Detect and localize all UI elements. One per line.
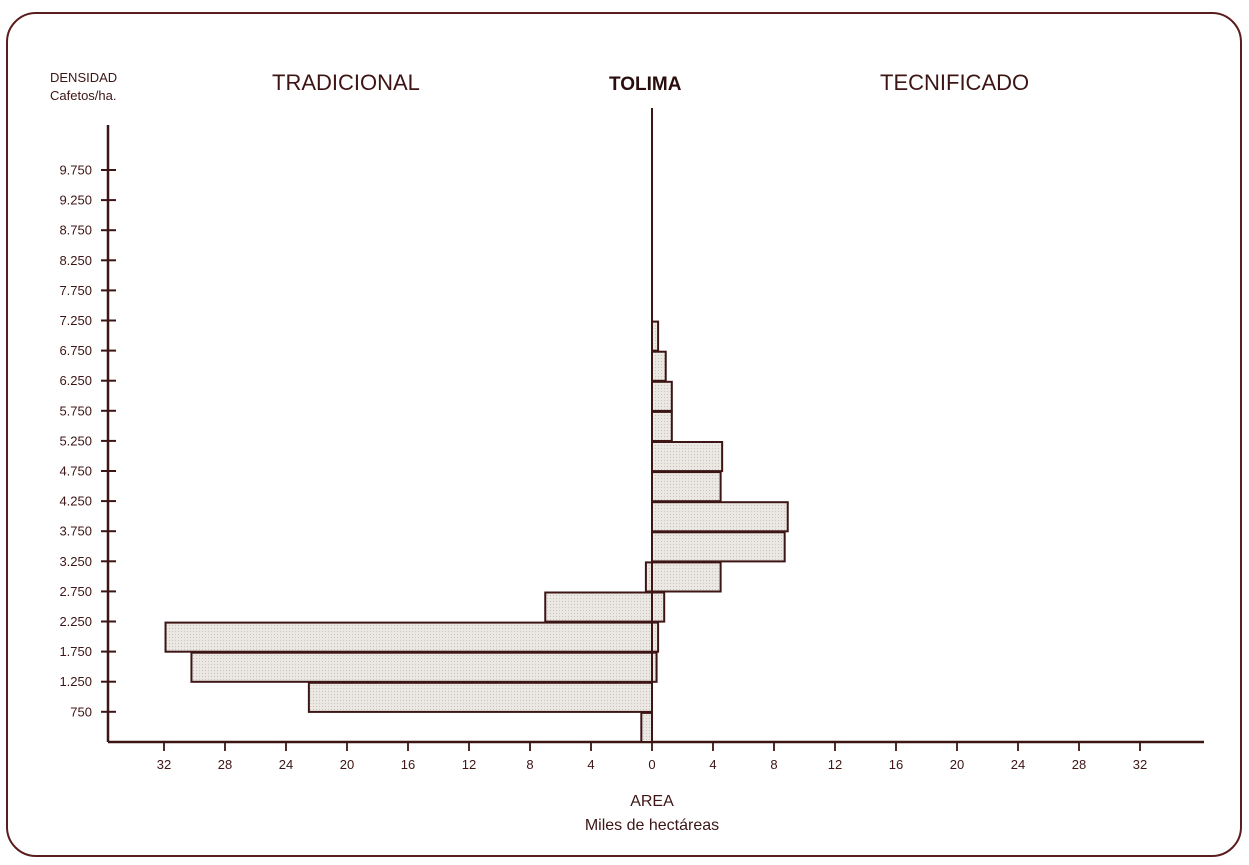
bar-tecnificado <box>651 380 673 412</box>
x-tick-label: 28 <box>1072 757 1086 772</box>
bar-tradicional <box>307 681 653 713</box>
x-tick-label: 8 <box>770 757 777 772</box>
x-tick-label: 12 <box>462 757 476 772</box>
y-tick-label: 1.750 <box>59 644 92 659</box>
y-tick-label: 2.250 <box>59 614 92 629</box>
bar-tradicional <box>544 591 653 623</box>
x-axis-label-line1: AREA <box>630 793 674 810</box>
y-tick-label: 9.250 <box>59 193 92 208</box>
bar-tecnificado <box>651 471 722 503</box>
y-tick-label: 3.750 <box>59 524 92 539</box>
left-heading: TRADICIONAL <box>272 70 420 95</box>
x-tick-label: 20 <box>340 757 354 772</box>
bar-tecnificado <box>651 350 667 382</box>
bar-tecnificado <box>651 591 666 623</box>
y-tick-label: 7.750 <box>59 283 92 298</box>
y-tick-label: 4.750 <box>59 464 92 479</box>
y-axis-label-line2: Cafetos/ha. <box>50 88 117 103</box>
y-tick-label: 750 <box>70 704 92 719</box>
y-tick-label: 8.750 <box>59 223 92 238</box>
bar-tecnificado <box>651 651 658 683</box>
x-tick-label: 16 <box>889 757 903 772</box>
y-axis-label-line1: DENSIDAD <box>50 70 117 85</box>
x-tick-label: 24 <box>1011 757 1025 772</box>
y-tick-label: 1.250 <box>59 674 92 689</box>
y-tick-label: 6.750 <box>59 343 92 358</box>
y-tick-label: 5.750 <box>59 403 92 418</box>
right-heading: TECNIFICADO <box>880 70 1029 95</box>
x-tick-label: 4 <box>709 757 716 772</box>
x-tick-label: 24 <box>279 757 293 772</box>
y-tick-label: 8.250 <box>59 253 92 268</box>
chart-frame <box>6 12 1242 857</box>
x-tick-label: 4 <box>587 757 594 772</box>
y-tick-label: 9.750 <box>59 163 92 178</box>
x-axis-label-line2: Miles de hectáreas <box>585 817 719 834</box>
bar-tecnificado <box>651 320 660 352</box>
bar-tecnificado <box>651 441 724 473</box>
bar-tecnificado <box>651 410 673 442</box>
x-tick-label: 32 <box>157 757 171 772</box>
bar-tecnificado <box>651 621 660 653</box>
y-tick-label: 4.250 <box>59 494 92 509</box>
bar-tecnificado <box>651 561 722 593</box>
bar-tecnificado <box>651 531 786 563</box>
x-tick-label: 16 <box>401 757 415 772</box>
x-tick-label: 0 <box>648 757 655 772</box>
bar-tradicional <box>164 621 653 653</box>
x-tick-label: 12 <box>828 757 842 772</box>
y-tick-label: 3.250 <box>59 554 92 569</box>
chart-title: TOLIMA <box>609 74 682 95</box>
bar-tradicional <box>640 711 654 744</box>
y-tick-label: 7.250 <box>59 313 92 328</box>
x-tick-label: 20 <box>950 757 964 772</box>
x-tick-label: 32 <box>1133 757 1147 772</box>
y-tick-label: 5.250 <box>59 433 92 448</box>
x-tick-label: 28 <box>218 757 232 772</box>
x-tick-label: 8 <box>526 757 533 772</box>
y-tick-label: 6.250 <box>59 373 92 388</box>
bar-tradicional <box>190 651 653 683</box>
y-tick-label: 2.750 <box>59 584 92 599</box>
bar-tecnificado <box>651 501 789 533</box>
